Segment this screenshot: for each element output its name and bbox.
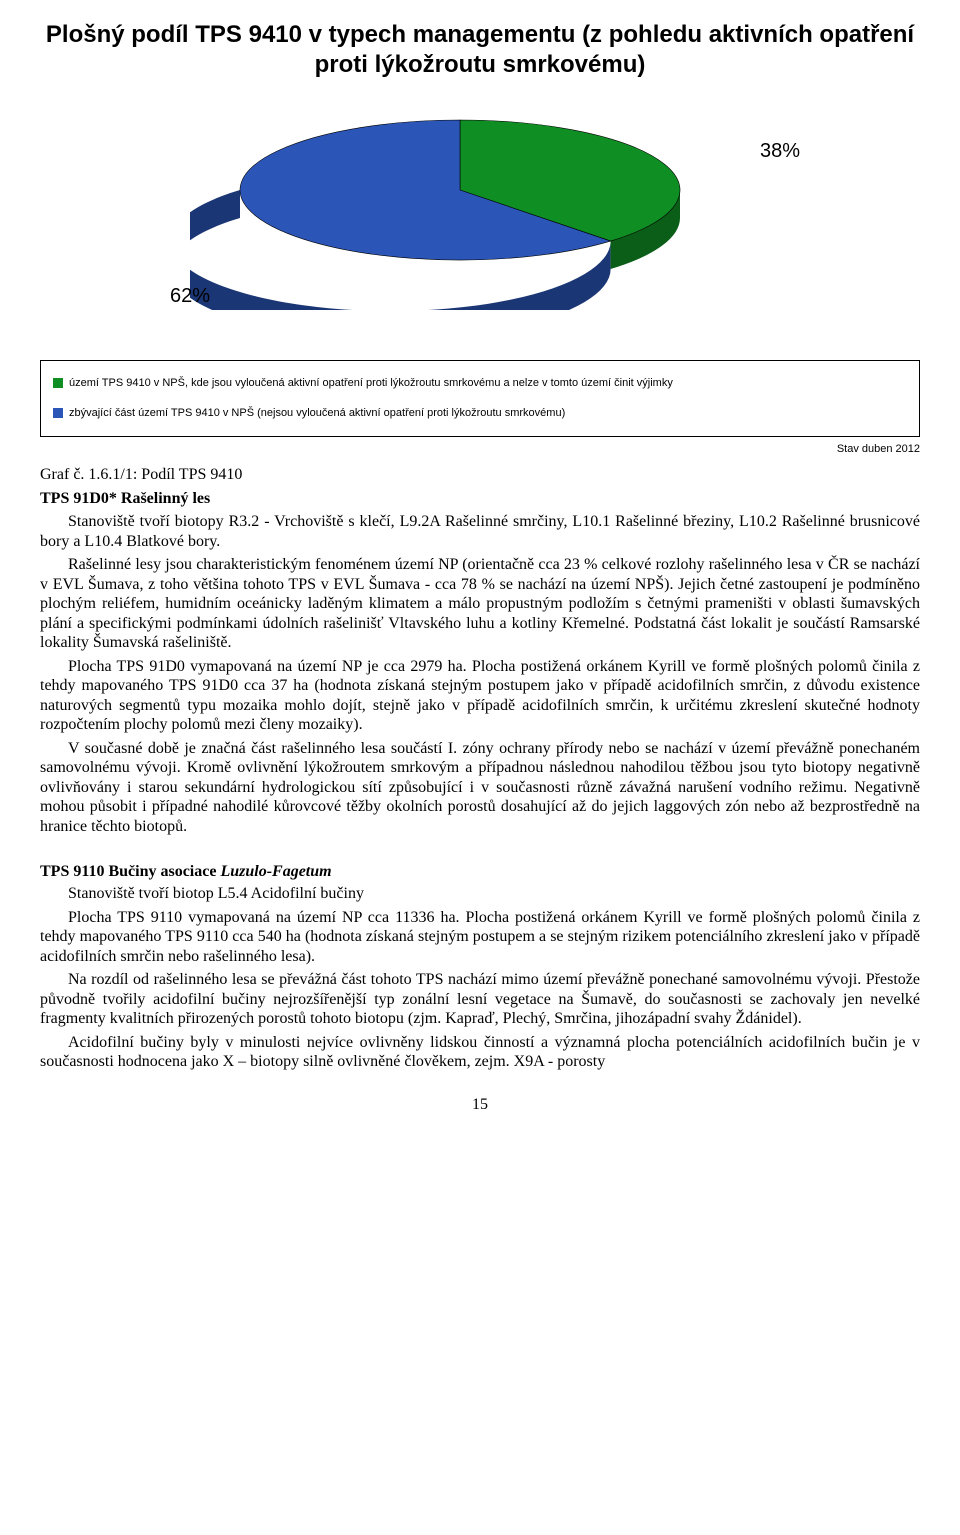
paragraph: Stanoviště tvoří biotop L5.4 Acidofilní …: [40, 884, 920, 904]
paragraph: Na rozdíl od rašelinného lesa se převážn…: [40, 970, 920, 1029]
document-body: Graf č. 1.6.1/1: Podíl TPS 9410 TPS 91D0…: [0, 455, 960, 1071]
legend-text: zbývající část území TPS 9410 v NPŠ (nej…: [69, 405, 565, 423]
legend-item: území TPS 9410 v NPŠ, kde jsou vyloučená…: [53, 375, 907, 393]
legend-swatch-blue: [53, 408, 63, 418]
legend-box: území TPS 9410 v NPŠ, kde jsou vyloučená…: [40, 360, 920, 437]
paragraph: Plocha TPS 91D0 vymapovaná na území NP j…: [40, 657, 920, 735]
status-date: Stav duben 2012: [40, 443, 920, 455]
section-title: TPS 9110 Bučiny asociace Luzulo-Fagetum: [40, 862, 920, 882]
pie-svg: [190, 90, 730, 310]
section-title-italic: Luzulo-Fagetum: [220, 863, 331, 880]
pie-chart: 38% 62%: [40, 90, 920, 330]
legend-item: zbývající část území TPS 9410 v NPŠ (nej…: [53, 405, 907, 423]
section-title-plain: TPS 9110 Bučiny asociace: [40, 863, 220, 880]
legend-text: území TPS 9410 v NPŠ, kde jsou vyloučená…: [69, 375, 673, 393]
page-number: 15: [0, 1096, 960, 1126]
pie-label-62: 62%: [170, 285, 210, 308]
legend-swatch-green: [53, 378, 63, 388]
paragraph: Rašelinné lesy jsou charakteristickým fe…: [40, 555, 920, 653]
pie-label-38: 38%: [760, 140, 800, 163]
paragraph: Plocha TPS 9110 vymapovaná na území NP c…: [40, 908, 920, 967]
section-title: TPS 91D0* Rašelinný les: [40, 489, 920, 509]
chart-container: Plošný podíl TPS 9410 v typech managemen…: [0, 0, 960, 455]
chart-title: Plošný podíl TPS 9410 v typech managemen…: [40, 20, 920, 80]
paragraph: Acidofilní bučiny byly v minulosti nejví…: [40, 1033, 920, 1072]
paragraph: V současné době je značná část rašelinné…: [40, 739, 920, 837]
paragraph: Stanoviště tvoří biotopy R3.2 - Vrchoviš…: [40, 512, 920, 551]
figure-caption: Graf č. 1.6.1/1: Podíl TPS 9410: [40, 465, 920, 485]
